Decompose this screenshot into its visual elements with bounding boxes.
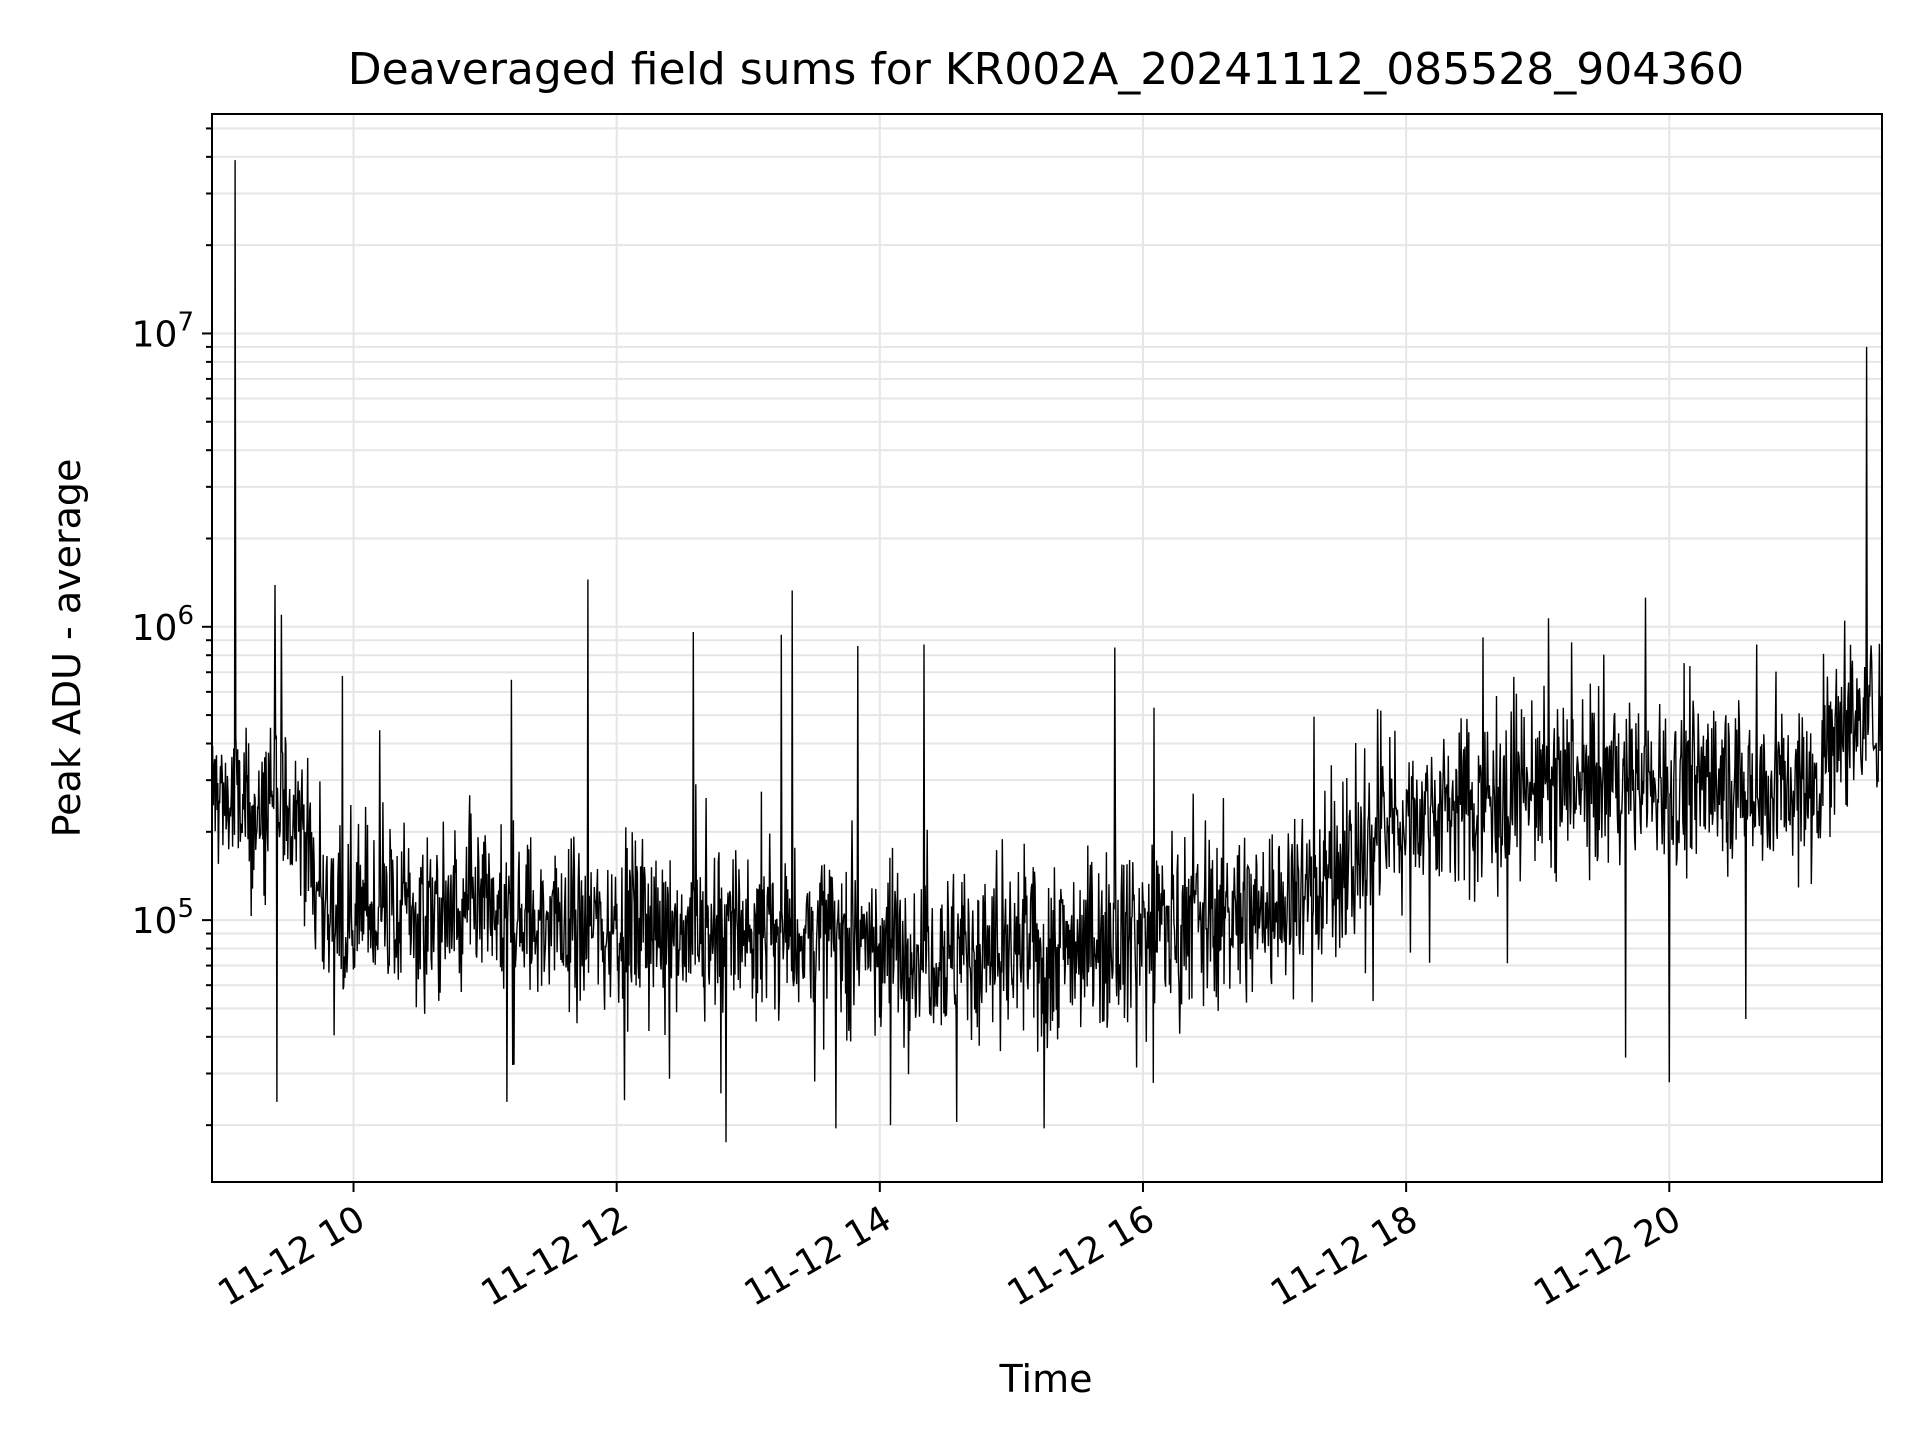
plot-frame (211, 113, 1883, 1183)
data-series (211, 160, 1883, 1143)
chart-title: Deaveraged field sums for KR002A_2024111… (348, 44, 1744, 95)
x-axis-label: Time (999, 1357, 1093, 1401)
y-tick-label: 106 (132, 601, 194, 649)
y-tick-label: 107 (132, 307, 194, 355)
y-axis-label: Peak ADU - average (45, 459, 89, 838)
series-line (211, 160, 1883, 1143)
major-gridlines (212, 114, 1882, 1182)
y-axis-ticks: 105 106 107 (132, 127, 212, 1127)
y-tick-label: 105 (132, 894, 194, 942)
